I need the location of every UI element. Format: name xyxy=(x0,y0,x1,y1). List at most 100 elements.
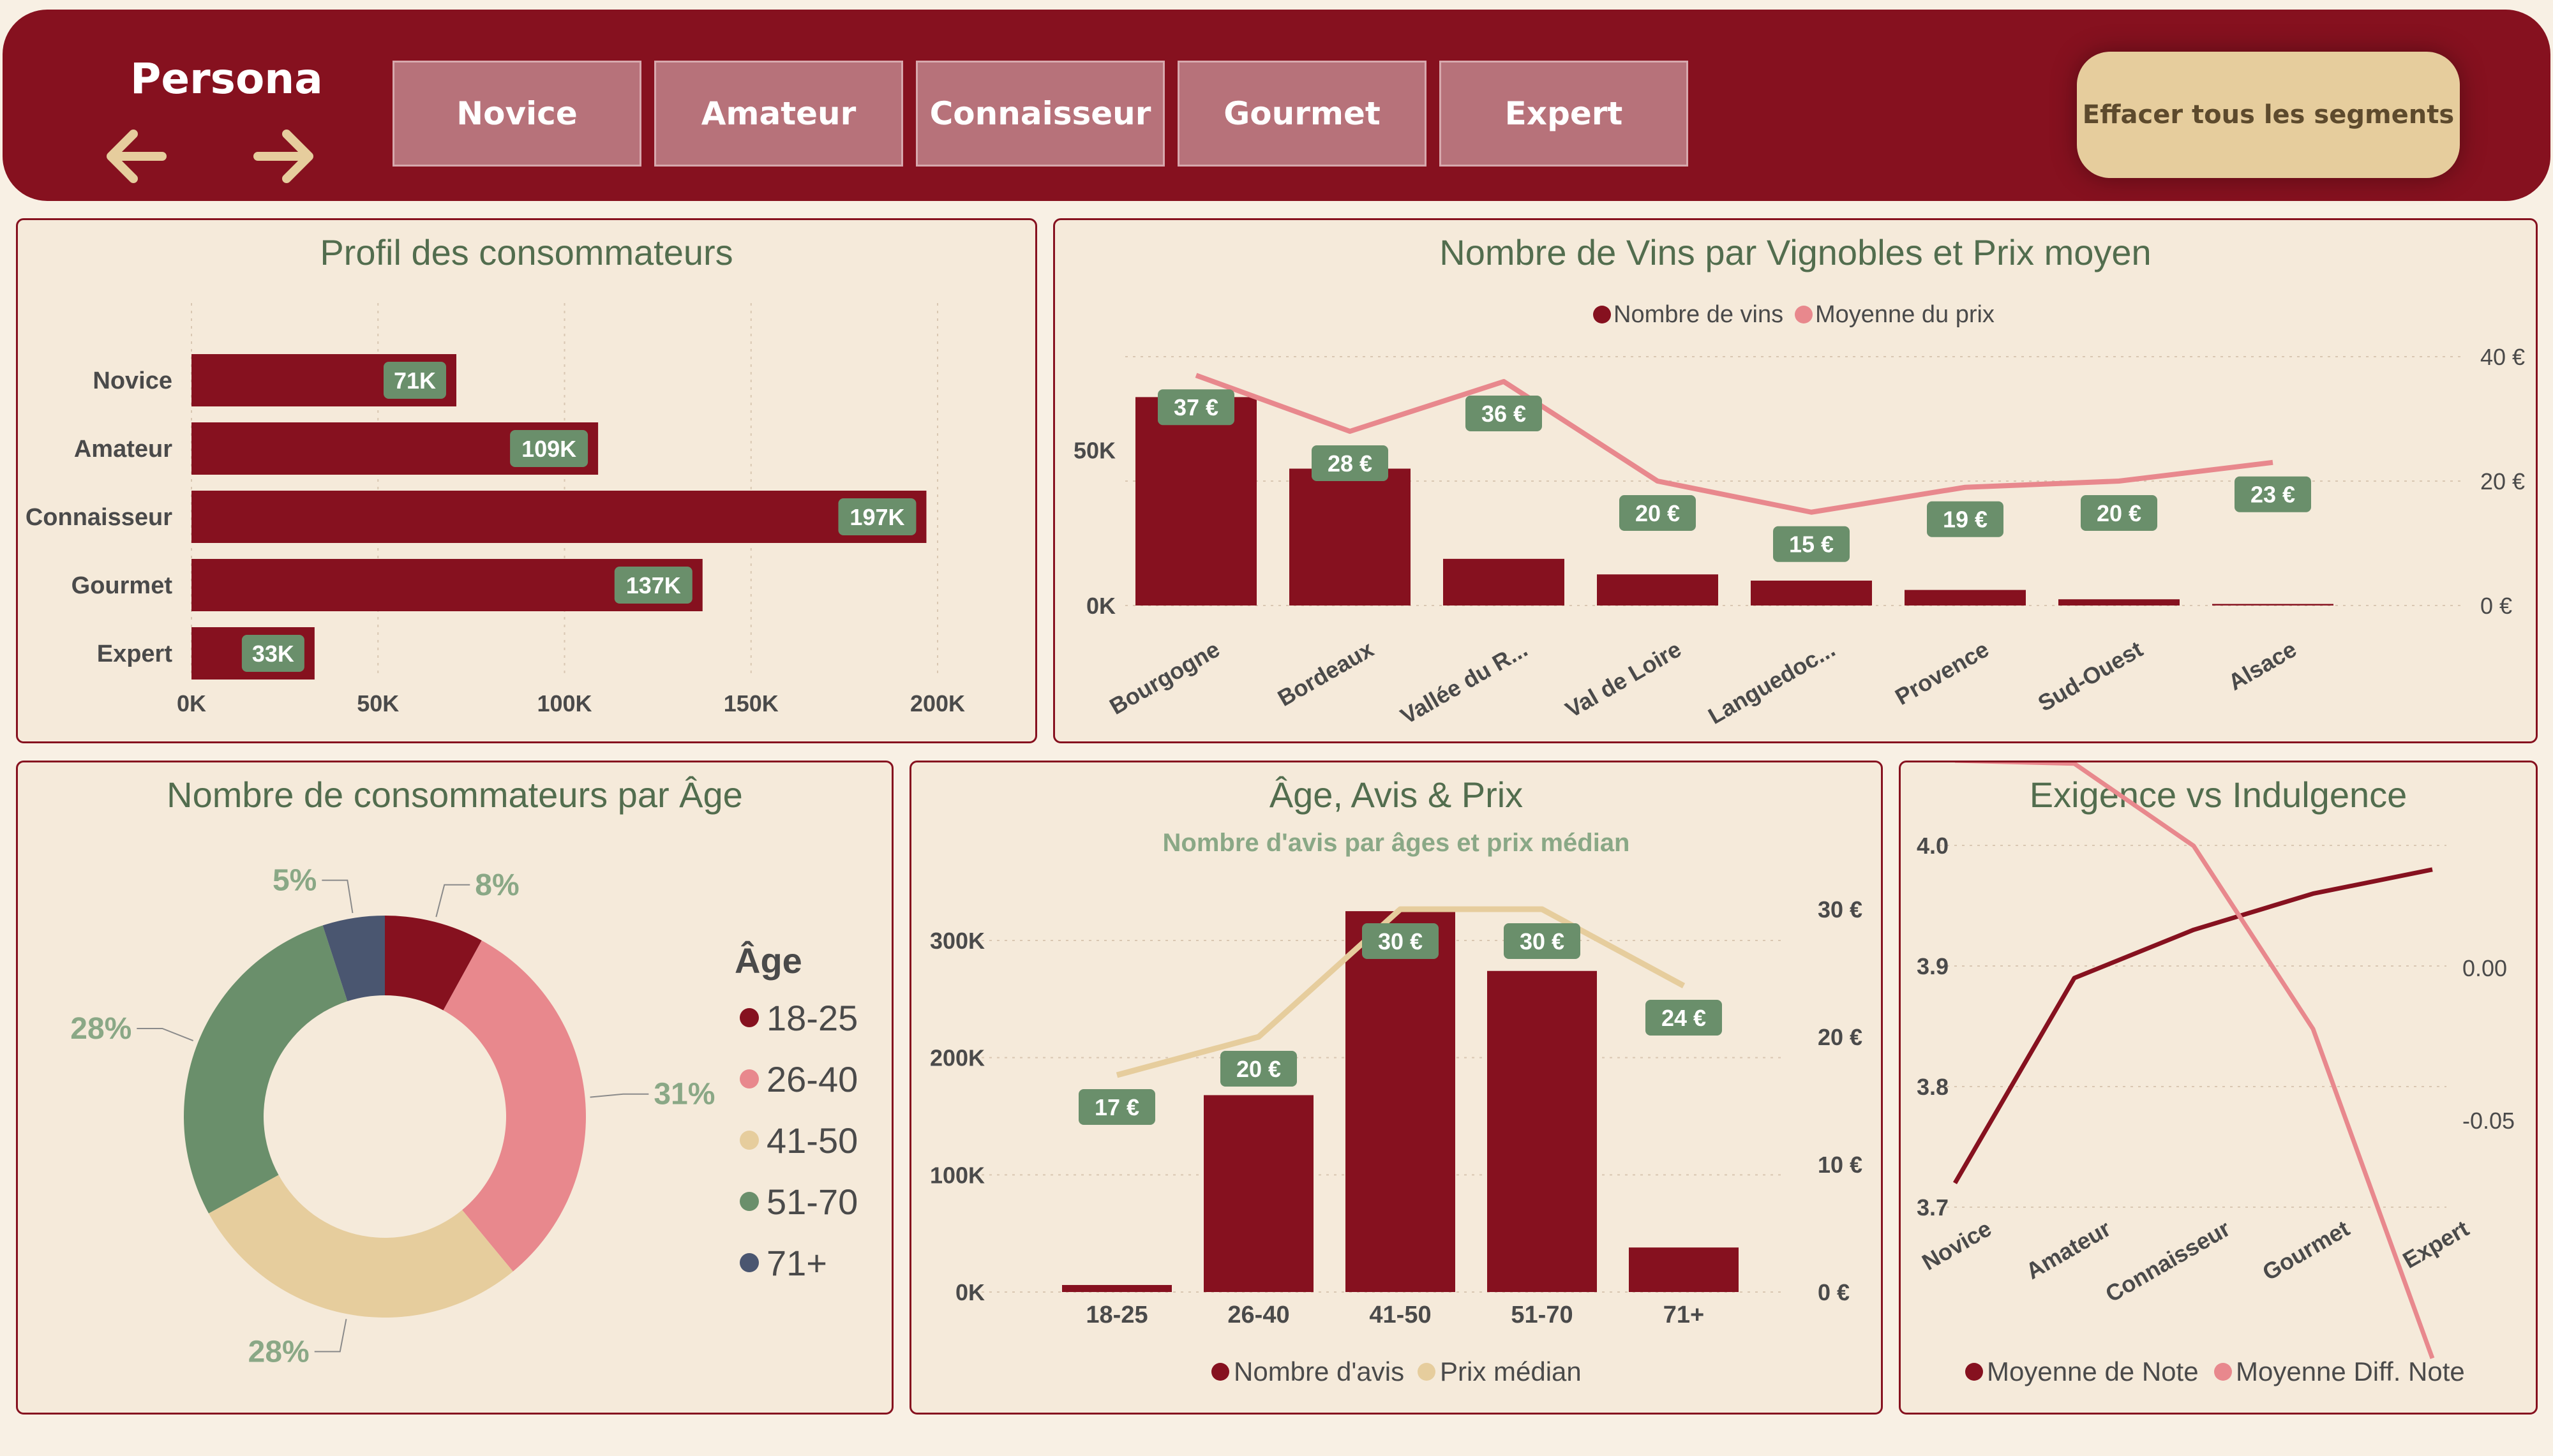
vineyards-y-left-tick: 50K xyxy=(1074,437,1116,463)
segment-button-expert[interactable]: Expert xyxy=(1439,61,1688,167)
profile-value-label-bg xyxy=(838,498,917,535)
clear-segments-button[interactable]: Effacer tous les segments xyxy=(2077,52,2460,178)
vineyards-x-label: Bourgogne xyxy=(1105,635,1224,719)
profile-x-tick: 50K xyxy=(357,690,399,717)
age-price-label: 30 € xyxy=(1378,928,1423,955)
vineyards-y-right-tick: 20 € xyxy=(2480,468,2525,494)
vineyards-x-label: Vallée du R... xyxy=(1396,635,1532,729)
profile-x-tick: 150K xyxy=(724,690,779,717)
age-y-left-tick: 200K xyxy=(930,1045,985,1071)
profile-value-label: 33K xyxy=(252,641,294,667)
profile-title: Profil des consommateurs xyxy=(320,232,733,272)
exigence-legend-dot-note xyxy=(1965,1363,1983,1381)
profile-x-tick: 200K xyxy=(910,690,965,717)
donut-legend-dot xyxy=(740,1131,759,1150)
profile-category-label: Novice xyxy=(93,368,172,394)
profile-x-tick: 0K xyxy=(177,690,206,717)
donut-slice-51-70 xyxy=(184,925,348,1214)
age-donut-panel: Nombre de consommateurs par Âge 8% 31% 28%… xyxy=(16,761,894,1415)
vineyards-x-label: Bordeaux xyxy=(1273,635,1378,711)
vineyards-x-label: Languedoc... xyxy=(1703,635,1839,729)
profile-category-label: Amateur xyxy=(74,436,172,463)
age-y-right-tick: 20 € xyxy=(1818,1024,1862,1050)
donut-legend-dot xyxy=(740,1253,759,1272)
vineyards-x-label: Val de Loire xyxy=(1561,635,1686,723)
donut-legend-title: Âge xyxy=(735,940,802,981)
vineyards-price-label-bg xyxy=(1465,396,1542,431)
exigence-y-left-tick: 3.9 xyxy=(1917,953,1949,979)
age-price-label-bg xyxy=(1504,923,1580,959)
age-bar xyxy=(1345,911,1455,1292)
profile-value-label: 197K xyxy=(850,504,904,530)
age-legend-price: Prix médian xyxy=(1440,1356,1582,1386)
segment-button-connaisseur[interactable]: Connaisseur xyxy=(916,61,1165,167)
vineyards-price-label: 23 € xyxy=(2250,482,2295,508)
vineyards-bar xyxy=(1135,397,1257,605)
age-x-label: 71+ xyxy=(1663,1302,1704,1328)
donut-leader-line xyxy=(590,1093,649,1098)
vineyards-title: Nombre de Vins par Vignobles et Prix moy… xyxy=(1439,232,2152,272)
segment-button-amateur[interactable]: Amateur xyxy=(654,61,903,167)
segment-button-novice[interactable]: Novice xyxy=(393,61,641,167)
exigence-y-right-tick: 0.00 xyxy=(2462,955,2507,981)
age-price-label-bg xyxy=(1079,1089,1155,1125)
age-y-right-tick: 30 € xyxy=(1818,896,1862,923)
age-reviews-subtitle: Nombre d'avis par âges et prix médian xyxy=(1162,829,1630,857)
donut-percent-label: 28% xyxy=(70,1012,131,1046)
donut-legend-label: 51-70 xyxy=(767,1182,858,1222)
forward-arrow-icon[interactable] xyxy=(245,118,322,195)
profile-bar-chart: 0K 50K 100K 150K 200K Novice 71K Amateur 109K Con… xyxy=(26,303,965,717)
vineyards-combo-chart: Nombre de vins Moyenne du prix 0K 50K 0 € 20 … xyxy=(1074,301,2525,729)
donut-percent-label: 8% xyxy=(475,868,519,902)
exigence-title: Exigence vs Indulgence xyxy=(2029,775,2407,815)
exigence-x-label: Expert xyxy=(2398,1215,2473,1274)
donut-legend-dot xyxy=(740,1069,759,1088)
vineyards-legend-dot-wines xyxy=(1593,306,1611,323)
vineyards-y-right-tick: 40 € xyxy=(2480,344,2525,370)
exigence-y-left-tick: 3.7 xyxy=(1917,1194,1949,1221)
profile-value-label-bg xyxy=(510,430,588,467)
exigence-line-diff xyxy=(1954,762,2435,1360)
vineyards-x-label: Sud-Ouest xyxy=(2033,635,2147,717)
header-bar: Persona Novice Amateur Connaisseur Gourm… xyxy=(3,10,2550,201)
age-legend-dot-reviews xyxy=(1211,1363,1229,1381)
vineyards-price-label-bg xyxy=(1158,389,1234,426)
exigence-x-label: Amateur xyxy=(2021,1215,2115,1284)
age-y-left-tick: 100K xyxy=(930,1162,985,1188)
profile-value-label: 109K xyxy=(521,436,576,462)
profile-value-label: 71K xyxy=(394,368,436,394)
age-bar xyxy=(1062,1284,1172,1292)
donut-slice-18-25 xyxy=(385,916,482,1011)
vineyards-price-line xyxy=(1195,373,2273,515)
segment-button-gourmet[interactable]: Gourmet xyxy=(1178,61,1426,167)
vineyards-bar xyxy=(1443,558,1564,605)
donut-slice-41-50 xyxy=(208,1175,513,1318)
age-legend-dot-price xyxy=(1418,1363,1435,1381)
profile-category-label: Connaisseur xyxy=(26,504,172,531)
donut-percent-label: 31% xyxy=(654,1078,715,1111)
vineyards-legend-price: Moyenne du prix xyxy=(1815,301,1995,328)
age-bar xyxy=(1204,1095,1314,1292)
age-donut-chart: 8% 31% 28% 28% 5% Âge 18-25 26-40 41-50 51-70 71+ xyxy=(70,864,858,1369)
age-y-right-tick: 0 € xyxy=(1818,1279,1850,1305)
age-x-label: 41-50 xyxy=(1369,1302,1431,1328)
profile-x-tick: 100K xyxy=(537,690,592,717)
vineyards-x-label: Alsace xyxy=(2224,635,2301,695)
exigence-line-chart: 3.7 3.8 3.9 4.0 -0.05 0.00 Novice AmateurConnai… xyxy=(1917,762,2515,1386)
vineyards-price-label: 36 € xyxy=(1481,401,1526,427)
age-bar xyxy=(1487,970,1597,1292)
vineyards-price-label-bg xyxy=(2081,495,2157,531)
back-arrow-icon[interactable] xyxy=(98,118,175,195)
exigence-y-right-tick: -0.05 xyxy=(2462,1108,2515,1134)
donut-slice-71+ xyxy=(322,916,385,1002)
age-price-label-bg xyxy=(1645,1000,1722,1036)
profile-value-label-bg xyxy=(614,567,693,604)
profile-value-label-bg xyxy=(241,635,304,672)
vineyards-bar xyxy=(1905,590,2026,605)
age-y-left-tick: 0K xyxy=(955,1279,985,1305)
exigence-x-label: Novice xyxy=(1917,1215,1996,1275)
age-price-label: 17 € xyxy=(1095,1094,1139,1120)
vineyards-price-label-bg xyxy=(1312,445,1388,481)
donut-leader-line xyxy=(435,884,470,917)
age-y-left-tick: 300K xyxy=(930,928,985,954)
